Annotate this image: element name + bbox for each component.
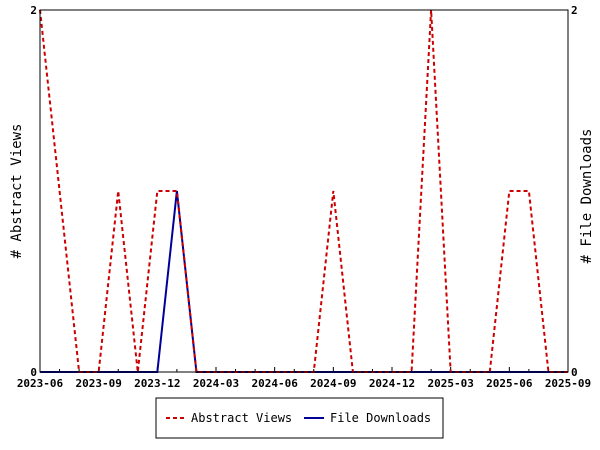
x-tick-label: 2024-12	[369, 377, 415, 390]
y-tick-label-left: 0	[30, 366, 37, 379]
legend: Abstract Views File Downloads	[155, 397, 444, 439]
x-tick-label: 2025-06	[486, 377, 533, 390]
plot-frame	[39, 9, 569, 373]
x-axis-labels: 2023-06 2023-09 2023-12 2024-03 2024-06 2024-…	[17, 377, 591, 390]
x-tick-label: 2024-06	[251, 377, 298, 390]
x-tick-label: 2023-06	[17, 377, 64, 390]
x-tick-label: 2025-09	[545, 377, 591, 390]
x-tick-label: 2024-03	[193, 377, 239, 390]
x-tick-label: 2025-03	[427, 377, 473, 390]
x-tick-label: 2024-09	[310, 377, 356, 390]
y-tick-label-left: 2	[30, 4, 37, 17]
x-tick-label: 2023-12	[134, 377, 180, 390]
legend-box	[155, 397, 444, 439]
legend-label-abstract-views: Abstract Views	[191, 411, 292, 425]
y-tick-label-right: 2	[571, 4, 578, 17]
y-axis-title-right: # File Downloads	[579, 129, 595, 264]
y-axis-title-left: # Abstract Views	[9, 124, 25, 259]
legend-label-file-downloads: File Downloads	[330, 411, 431, 425]
y-tick-label-right: 0	[571, 366, 578, 379]
x-tick-label: 2023-09	[75, 377, 121, 390]
